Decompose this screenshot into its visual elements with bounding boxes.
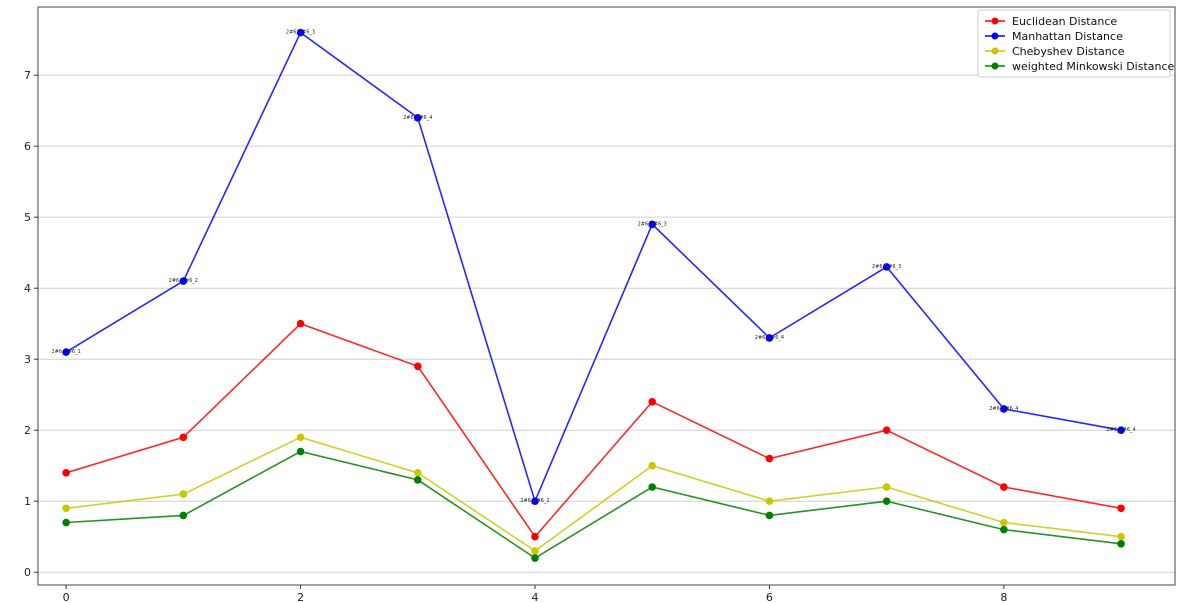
y-tick-label: 4 (24, 282, 31, 295)
y-tick-label: 7 (24, 69, 31, 82)
x-tick-label: 0 (63, 591, 70, 603)
series-line (66, 436, 1122, 552)
data-point (648, 461, 657, 470)
point-label: 2#6_0#6_3 (286, 30, 315, 36)
data-point (882, 483, 891, 491)
point-label: 2#6_2#6_4 (989, 406, 1018, 412)
data-point (413, 469, 422, 477)
series-manhattan-distance (62, 28, 1125, 506)
data-point (413, 113, 422, 122)
data-point (62, 518, 70, 527)
data-point (765, 497, 774, 506)
data-point (1000, 483, 1008, 491)
data-point (296, 28, 305, 37)
point-label: 2#6_3#6_4 (1106, 427, 1135, 433)
data-point (882, 426, 891, 435)
data-point (296, 447, 305, 456)
data-point (179, 490, 188, 498)
data-point (1000, 518, 1008, 527)
x-tick-label: 6 (766, 591, 773, 603)
data-point (296, 319, 305, 328)
point-label: 2#6_1#6_2 (520, 498, 549, 504)
series-line (65, 31, 1122, 504)
series-line (65, 322, 1122, 539)
data-point (62, 348, 70, 356)
legend: Euclidean Distance Manhattan Distance Cheb… (977, 9, 1175, 78)
data-point (1117, 426, 1125, 435)
point-label: 2#6_0#6_1 (51, 349, 80, 355)
data-point (296, 433, 305, 442)
legend-marker (991, 17, 999, 25)
series-chebyshev-distance (62, 433, 1125, 555)
y-tick-label: 6 (24, 140, 31, 153)
x-tick-label: 4 (531, 591, 538, 603)
data-point (648, 220, 657, 229)
series-euclidean-distance (62, 319, 1125, 541)
legend-label: Chebyshev Distance (1012, 45, 1125, 58)
data-point (531, 532, 539, 541)
x-tick-label: 8 (1000, 591, 1007, 603)
data-point (1117, 540, 1125, 548)
y-tick-label: 0 (24, 566, 31, 579)
legend-label: Euclidean Distance (1012, 15, 1117, 28)
data-point (179, 277, 188, 285)
data-point (179, 511, 188, 520)
y-tick-label: 3 (24, 353, 31, 366)
plot-frame (37, 6, 1176, 586)
legend-label: Manhattan Distance (1012, 30, 1123, 43)
data-point (765, 454, 774, 463)
point-label: 2#6_0#6_2 (169, 278, 198, 284)
data-point (531, 554, 539, 562)
data-point (413, 362, 422, 371)
point-label: 2#6_1#6_3 (638, 221, 667, 227)
data-point (882, 263, 891, 271)
data-point (648, 398, 657, 406)
y-tick-label: 5 (24, 211, 31, 224)
legend-box (977, 9, 1171, 78)
x-tick-label: 2 (297, 591, 304, 603)
data-point (179, 433, 188, 442)
series-weighted-minkowski-distance (62, 447, 1125, 562)
data-point (882, 497, 891, 506)
data-point (413, 476, 422, 484)
point-label: 2#6_0#6_4 (403, 115, 432, 121)
data-point (62, 469, 70, 477)
data-point (648, 483, 657, 491)
point-label: 2#6_1#6_4 (755, 335, 784, 341)
legend-marker (991, 32, 999, 40)
data-point (1000, 405, 1008, 413)
data-point (531, 497, 539, 506)
data-point (531, 547, 539, 555)
data-point (765, 511, 774, 520)
y-tick-label: 2 (24, 424, 31, 437)
legend-label: weighted Minkowski Distance (1012, 60, 1175, 73)
series-line (66, 450, 1122, 559)
data-point (62, 504, 70, 513)
data-point (765, 334, 774, 342)
data-point (1117, 504, 1125, 513)
point-label: 2#6_2#6_3 (872, 264, 901, 270)
y-tick-label: 1 (24, 495, 31, 508)
data-point (1117, 532, 1125, 541)
legend-marker (991, 62, 999, 70)
legend-marker (991, 47, 999, 55)
data-point (1000, 525, 1008, 534)
